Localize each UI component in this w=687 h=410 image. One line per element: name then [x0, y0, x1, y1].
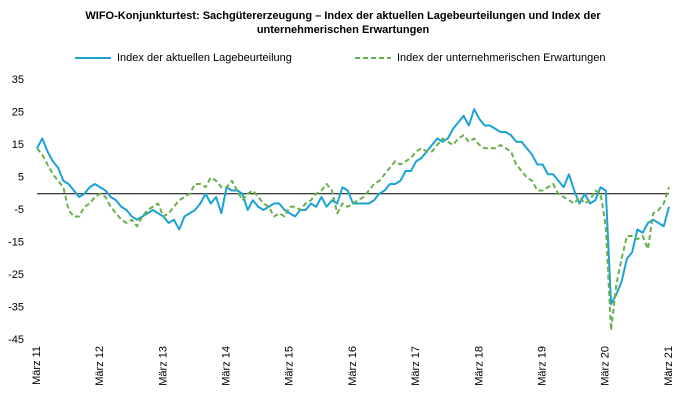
- legend-label: Index der unternehmerischen Erwartungen: [397, 52, 606, 64]
- x-tick-label: März 21: [663, 346, 675, 386]
- x-tick-label: März 11: [31, 346, 43, 385]
- x-tick-label: März 14: [221, 346, 233, 386]
- x-tick-label: März 17: [410, 346, 422, 386]
- y-tick-label: 25: [12, 106, 24, 118]
- x-tick-label: März 20: [600, 346, 612, 386]
- y-tick-label: -45: [8, 334, 24, 346]
- y-tick-label: 5: [18, 171, 24, 183]
- x-tick-label: März 15: [284, 346, 296, 386]
- legend-label: Index der aktuellen Lagebeurteilung: [117, 52, 292, 64]
- x-tick-label: März 12: [94, 346, 106, 386]
- x-tick-label: März 18: [473, 346, 485, 386]
- y-tick-label: 35: [12, 74, 24, 86]
- y-tick-label: -25: [8, 269, 24, 281]
- data-line: [36, 134, 670, 332]
- data-line: [36, 108, 670, 306]
- x-tick-label: März 16: [347, 346, 359, 386]
- x-tick-label: März 19: [537, 346, 549, 386]
- chart-title: WIFO-Konjunkturtest: Sachgütererzeugung …: [85, 10, 601, 22]
- chart-subtitle: unternehmerischen Erwartungen: [257, 24, 430, 36]
- x-tick-label: März 13: [157, 346, 169, 386]
- y-tick-label: -5: [14, 204, 24, 216]
- y-tick-label: -35: [8, 301, 24, 313]
- y-tick-label: -15: [8, 236, 24, 248]
- y-tick-label: 15: [12, 139, 24, 151]
